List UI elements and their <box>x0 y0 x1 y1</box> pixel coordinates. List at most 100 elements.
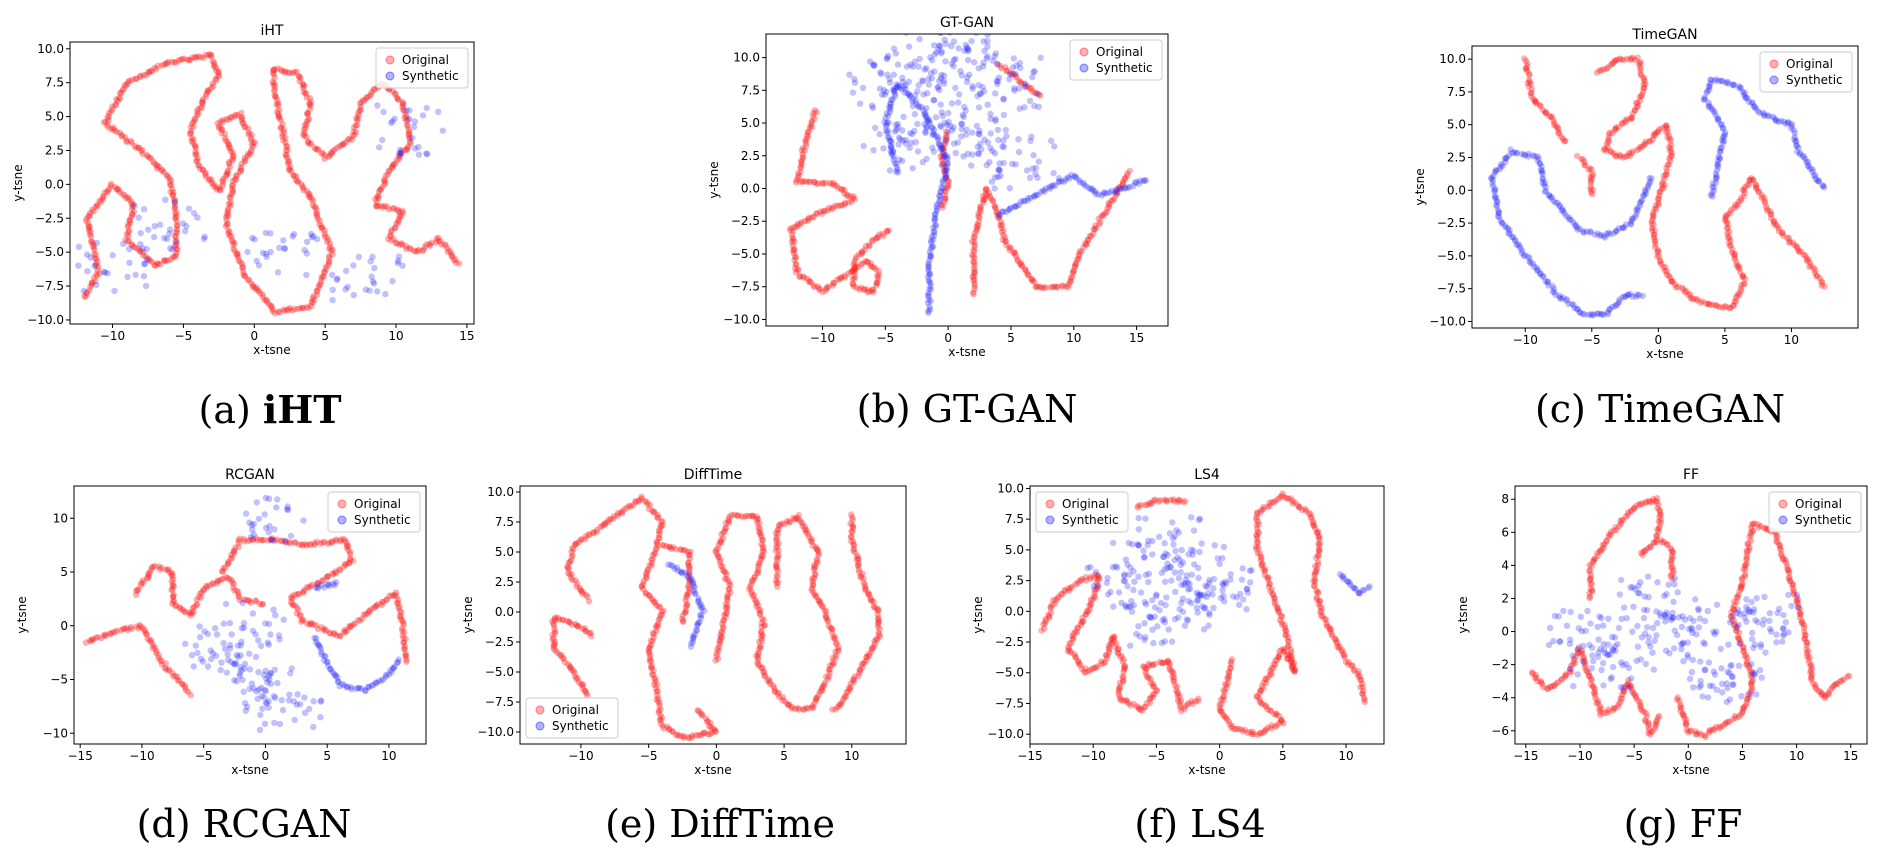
data-point <box>1260 679 1267 686</box>
data-point <box>225 212 232 219</box>
data-point <box>745 512 752 520</box>
data-point <box>819 687 826 694</box>
data-point <box>1707 104 1715 111</box>
data-point <box>1667 145 1674 152</box>
data-point <box>223 217 230 224</box>
data-point <box>332 568 339 575</box>
data-point <box>1062 176 1069 183</box>
data-point <box>314 583 321 590</box>
data-point <box>1033 283 1040 290</box>
data-point <box>208 176 215 183</box>
data-point <box>781 520 788 527</box>
data-point <box>114 97 121 105</box>
data-point <box>230 241 237 249</box>
data-point <box>979 192 987 200</box>
data-point <box>1267 707 1274 714</box>
data-point <box>1194 698 1202 705</box>
data-point <box>259 705 266 712</box>
data-point <box>1663 271 1671 278</box>
data-point <box>1191 561 1198 568</box>
data-point <box>253 499 260 506</box>
data-point <box>187 129 195 137</box>
y-tick-label: 2.5 <box>1447 150 1466 164</box>
data-point <box>658 518 665 525</box>
data-point <box>932 210 939 218</box>
caption-label: (e) <box>605 802 670 846</box>
data-point <box>1164 560 1171 567</box>
data-point <box>1641 186 1649 194</box>
data-point <box>224 220 231 227</box>
data-point <box>1114 186 1121 193</box>
data-point <box>393 94 401 101</box>
data-point <box>1031 68 1038 75</box>
data-point <box>1598 67 1605 74</box>
data-point <box>936 86 943 94</box>
data-point <box>233 678 240 685</box>
data-point <box>1217 707 1224 715</box>
data-point <box>307 541 314 548</box>
data-point <box>189 139 197 146</box>
data-point <box>1120 577 1128 585</box>
data-point <box>313 210 321 218</box>
data-point <box>314 215 321 222</box>
data-point <box>225 560 232 567</box>
data-point <box>1542 110 1550 117</box>
data-point <box>964 47 972 55</box>
data-point <box>158 62 166 69</box>
data-point <box>402 635 409 643</box>
data-point <box>225 144 233 151</box>
data-point <box>888 138 895 145</box>
data-point <box>931 217 938 225</box>
data-point <box>1284 655 1291 662</box>
data-point <box>902 86 909 93</box>
data-point <box>336 567 344 574</box>
data-point <box>937 122 944 129</box>
data-point <box>1007 244 1014 252</box>
data-point <box>1749 99 1756 106</box>
data-point <box>379 204 387 211</box>
data-point <box>144 635 151 642</box>
data-point <box>944 153 951 161</box>
data-point <box>1618 56 1625 63</box>
data-point <box>239 676 246 683</box>
data-point <box>366 608 373 615</box>
data-point <box>572 620 579 628</box>
data-point <box>964 78 971 86</box>
data-point <box>824 676 831 683</box>
data-point <box>1811 269 1819 277</box>
data-point <box>1707 301 1714 308</box>
data-point <box>1175 529 1183 536</box>
data-point <box>930 42 938 49</box>
data-point <box>1548 113 1556 121</box>
data-point <box>1076 177 1083 184</box>
data-point <box>276 112 283 120</box>
data-point <box>1611 126 1619 133</box>
data-point <box>1038 284 1046 291</box>
data-point <box>1605 131 1613 138</box>
data-point <box>255 287 263 295</box>
data-point <box>1217 696 1225 703</box>
data-point <box>679 612 686 619</box>
data-point <box>1092 568 1100 576</box>
data-point <box>1565 300 1572 307</box>
data-point <box>937 146 944 153</box>
data-point <box>830 634 837 642</box>
data-point <box>870 147 877 154</box>
data-point <box>651 508 658 515</box>
data-point <box>568 666 576 674</box>
data-point <box>90 274 98 282</box>
data-point <box>1748 175 1755 182</box>
data-point <box>864 589 872 596</box>
data-point <box>769 682 777 689</box>
data-point <box>209 80 216 87</box>
data-point <box>127 198 135 205</box>
data-point <box>197 594 205 601</box>
data-point <box>551 630 559 637</box>
data-point <box>222 564 229 571</box>
data-point <box>617 509 624 516</box>
data-point <box>1812 175 1819 182</box>
data-point <box>657 522 665 529</box>
data-point <box>1144 674 1151 681</box>
data-point <box>874 607 882 614</box>
data-point <box>220 116 227 124</box>
